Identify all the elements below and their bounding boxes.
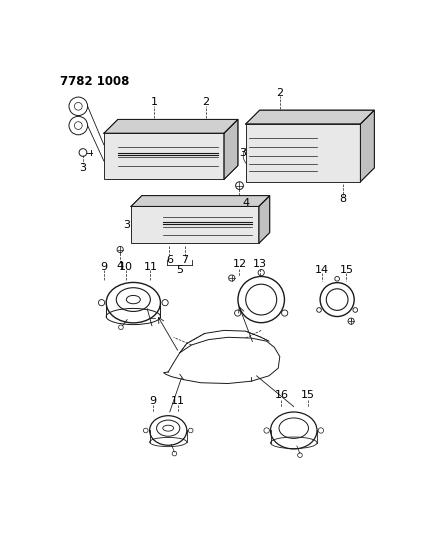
Text: 13: 13 <box>253 259 267 269</box>
Bar <box>327 144 331 150</box>
Text: 16: 16 <box>274 390 288 400</box>
Text: 12: 12 <box>232 259 247 269</box>
Text: 3: 3 <box>239 148 246 158</box>
Bar <box>144 214 159 236</box>
Bar <box>339 144 344 150</box>
Text: 4: 4 <box>242 198 249 207</box>
Bar <box>333 152 337 157</box>
Text: 7: 7 <box>181 255 188 265</box>
Bar <box>333 167 337 173</box>
Text: 14: 14 <box>315 264 329 274</box>
Polygon shape <box>259 196 270 244</box>
Text: 2: 2 <box>276 88 284 98</box>
Text: 9: 9 <box>100 262 107 272</box>
Bar <box>339 152 344 157</box>
Bar <box>345 159 350 165</box>
Text: 10: 10 <box>119 262 133 272</box>
Polygon shape <box>224 119 238 180</box>
Polygon shape <box>104 119 238 133</box>
Bar <box>327 159 331 165</box>
Text: 15: 15 <box>301 390 315 400</box>
Text: 3: 3 <box>123 220 130 230</box>
Bar <box>104 133 224 180</box>
Bar <box>105 140 117 173</box>
Bar <box>327 167 331 173</box>
Bar <box>320 167 325 173</box>
Bar <box>327 152 331 157</box>
Text: 7782 1008: 7782 1008 <box>59 75 129 88</box>
Bar <box>345 167 350 173</box>
Polygon shape <box>131 196 270 206</box>
Text: 5: 5 <box>176 265 183 276</box>
Text: 9: 9 <box>149 396 156 406</box>
Bar <box>345 152 350 157</box>
Bar <box>333 144 337 150</box>
Text: 11: 11 <box>143 262 158 272</box>
Text: 2: 2 <box>202 98 210 108</box>
Bar <box>131 206 259 244</box>
Bar <box>345 144 350 150</box>
Bar <box>320 152 325 157</box>
Text: 15: 15 <box>339 264 354 274</box>
Text: 8: 8 <box>340 193 347 204</box>
Text: 3: 3 <box>80 163 86 173</box>
Polygon shape <box>360 110 374 182</box>
Text: 11: 11 <box>170 396 184 406</box>
Polygon shape <box>246 110 374 124</box>
Bar <box>339 159 344 165</box>
Text: 1: 1 <box>151 98 158 108</box>
Bar <box>320 144 325 150</box>
Text: 6: 6 <box>166 255 173 265</box>
Bar <box>246 124 360 182</box>
Text: 4: 4 <box>116 262 124 271</box>
Bar <box>333 159 337 165</box>
Bar <box>320 159 325 165</box>
Bar <box>339 167 344 173</box>
